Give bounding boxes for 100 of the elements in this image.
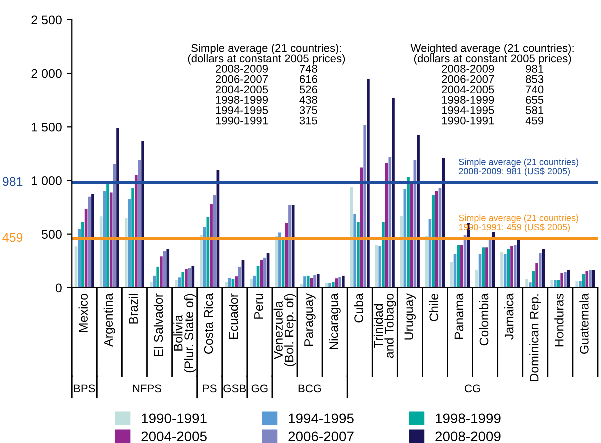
bar	[504, 254, 507, 288]
bar	[254, 276, 256, 288]
bar	[156, 266, 160, 288]
bar	[314, 275, 316, 288]
x-tick-label: Argentina	[104, 294, 116, 347]
text: PS	[203, 384, 217, 393]
legend-label: 2006-2007	[288, 432, 354, 442]
x-tick-label: Jamaica	[504, 294, 514, 340]
bar	[342, 276, 345, 288]
bar	[400, 216, 404, 288]
x-tick-label: Bolivia (Plur. State of)	[174, 294, 196, 373]
bar	[235, 276, 238, 288]
bar	[142, 142, 144, 288]
bar	[82, 222, 84, 288]
x-tick-label: Costa Rica	[204, 294, 214, 354]
bar	[185, 269, 188, 288]
bar	[132, 188, 134, 288]
bar	[238, 266, 242, 288]
bar	[116, 128, 120, 288]
bar	[392, 98, 395, 288]
text: BPS	[74, 384, 96, 393]
x-tick-label: Nicaragua	[329, 294, 341, 350]
bar	[579, 281, 582, 288]
bar	[435, 191, 438, 288]
bar	[538, 253, 542, 288]
bar	[100, 216, 103, 288]
bar	[288, 205, 292, 288]
bar	[275, 236, 278, 288]
bar	[586, 271, 589, 288]
bar	[182, 272, 185, 288]
bar	[213, 195, 216, 288]
legend-label: 1994-1995	[289, 414, 354, 424]
bar	[354, 214, 357, 288]
bar	[476, 270, 478, 288]
bar	[417, 136, 420, 288]
bar	[500, 252, 504, 288]
bar	[564, 272, 567, 288]
bar	[328, 283, 332, 288]
legend-label: 2004-2005	[142, 432, 207, 442]
bar	[225, 282, 228, 288]
y-tick-label: 1 500	[32, 122, 62, 132]
bar	[338, 277, 342, 288]
bar	[382, 222, 385, 288]
x-tick-label: Chile	[429, 294, 439, 322]
bar	[457, 245, 460, 288]
bar	[486, 248, 488, 288]
bar	[316, 274, 320, 288]
legend-label: 1990-1991	[142, 414, 207, 424]
x-tick-label: Guatemala	[580, 294, 589, 354]
bar	[285, 223, 288, 288]
x-tick-label: Mexico	[78, 294, 88, 332]
bar	[88, 196, 92, 288]
bar	[278, 232, 282, 288]
bar	[106, 183, 110, 288]
bar	[150, 282, 153, 288]
x-tick-label: Dominican Rep.	[530, 294, 542, 382]
bar	[92, 194, 94, 288]
bar	[528, 282, 532, 288]
bar	[250, 278, 254, 288]
y-tick-label: 2 500	[32, 16, 62, 25]
bar	[203, 227, 206, 288]
bar	[442, 158, 445, 288]
bar	[410, 182, 414, 288]
y-tick-label: 0	[56, 284, 62, 293]
x-tick-label: Uruguay	[404, 294, 416, 340]
bar	[192, 266, 195, 288]
bar	[260, 260, 264, 288]
bar	[576, 282, 579, 288]
bar	[388, 157, 392, 288]
bar	[364, 125, 367, 288]
x-tick-label: Panama	[454, 294, 464, 340]
bar	[78, 228, 82, 288]
bar	[210, 204, 213, 288]
x-tick-label: Ecuador	[229, 294, 238, 340]
bar	[460, 245, 464, 288]
bar	[589, 270, 592, 288]
bar	[536, 263, 538, 288]
bar	[514, 245, 517, 288]
x-tick-label: Cuba	[354, 294, 364, 323]
x-tick-label: Brazil	[128, 294, 138, 324]
bar	[526, 279, 528, 288]
bar	[134, 175, 138, 288]
bar	[425, 236, 428, 288]
bar	[264, 258, 266, 288]
bar	[432, 195, 435, 288]
text: GSB	[224, 384, 246, 393]
annotation: Weighted average (21 countries): (dollars at constant 2005 prices) 2008-2009 981 2006-2007 853 2004-2005 740 1998-1999 655 1994-1995 581 1990-1991 459	[410, 44, 574, 125]
bar	[407, 177, 410, 288]
bar	[175, 280, 178, 288]
bar	[482, 248, 486, 288]
bar	[166, 249, 170, 288]
y-tick-label: 1 000	[32, 176, 62, 186]
bar	[378, 246, 382, 288]
x-tick-label: Peru	[254, 294, 264, 319]
bar	[110, 192, 113, 288]
text: CG	[465, 384, 480, 393]
text: NFPS	[133, 384, 162, 393]
ref-line-label: 981	[2, 177, 23, 186]
legend-label: 1998-1999	[436, 414, 501, 424]
bar	[492, 232, 496, 288]
